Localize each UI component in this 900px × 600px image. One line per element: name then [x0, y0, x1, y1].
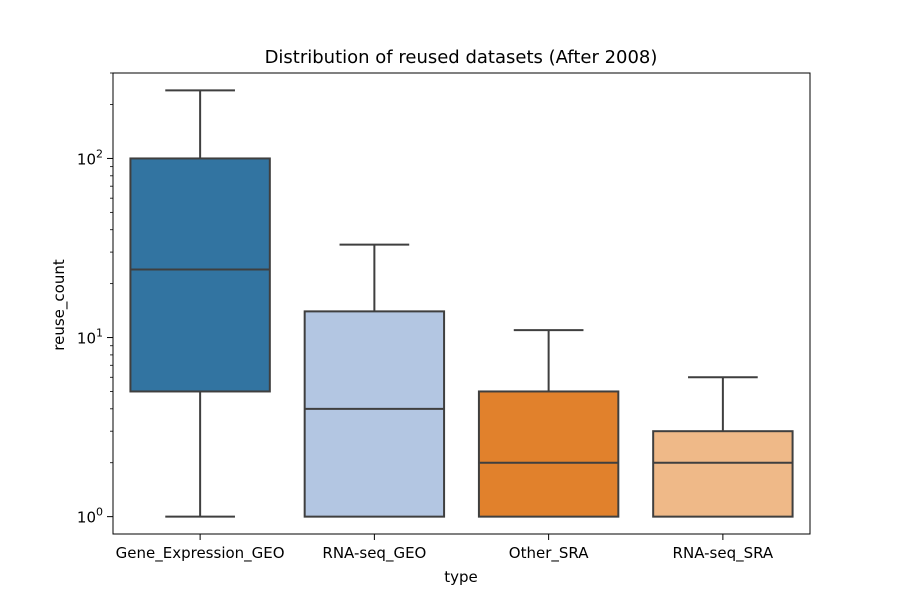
box-iqr: [652, 430, 794, 518]
plot-frame: [112, 72, 811, 535]
plot-area: 100 101 102 Gene_Expression_GEO RNA-seq_GEO O…: [77, 72, 811, 563]
x-tick-label: RNA-seq_SRA: [673, 544, 774, 563]
x-tick-label: Other_SRA: [509, 544, 589, 563]
box-iqr: [477, 390, 620, 518]
chart-title: Distribution of reused datasets (After 2…: [265, 47, 658, 68]
x-axis-label: type: [444, 568, 478, 586]
y-tick-label: 100: [77, 506, 103, 527]
box-iqr: [303, 310, 446, 518]
y-axis-label: reuse_count: [50, 259, 69, 351]
box-iqr: [129, 157, 271, 393]
y-tick-label: 102: [77, 147, 103, 168]
x-tick-label: Gene_Expression_GEO: [116, 544, 285, 563]
y-tick-label: 101: [77, 327, 103, 348]
x-tick-label: RNA-seq_GEO: [322, 544, 426, 563]
